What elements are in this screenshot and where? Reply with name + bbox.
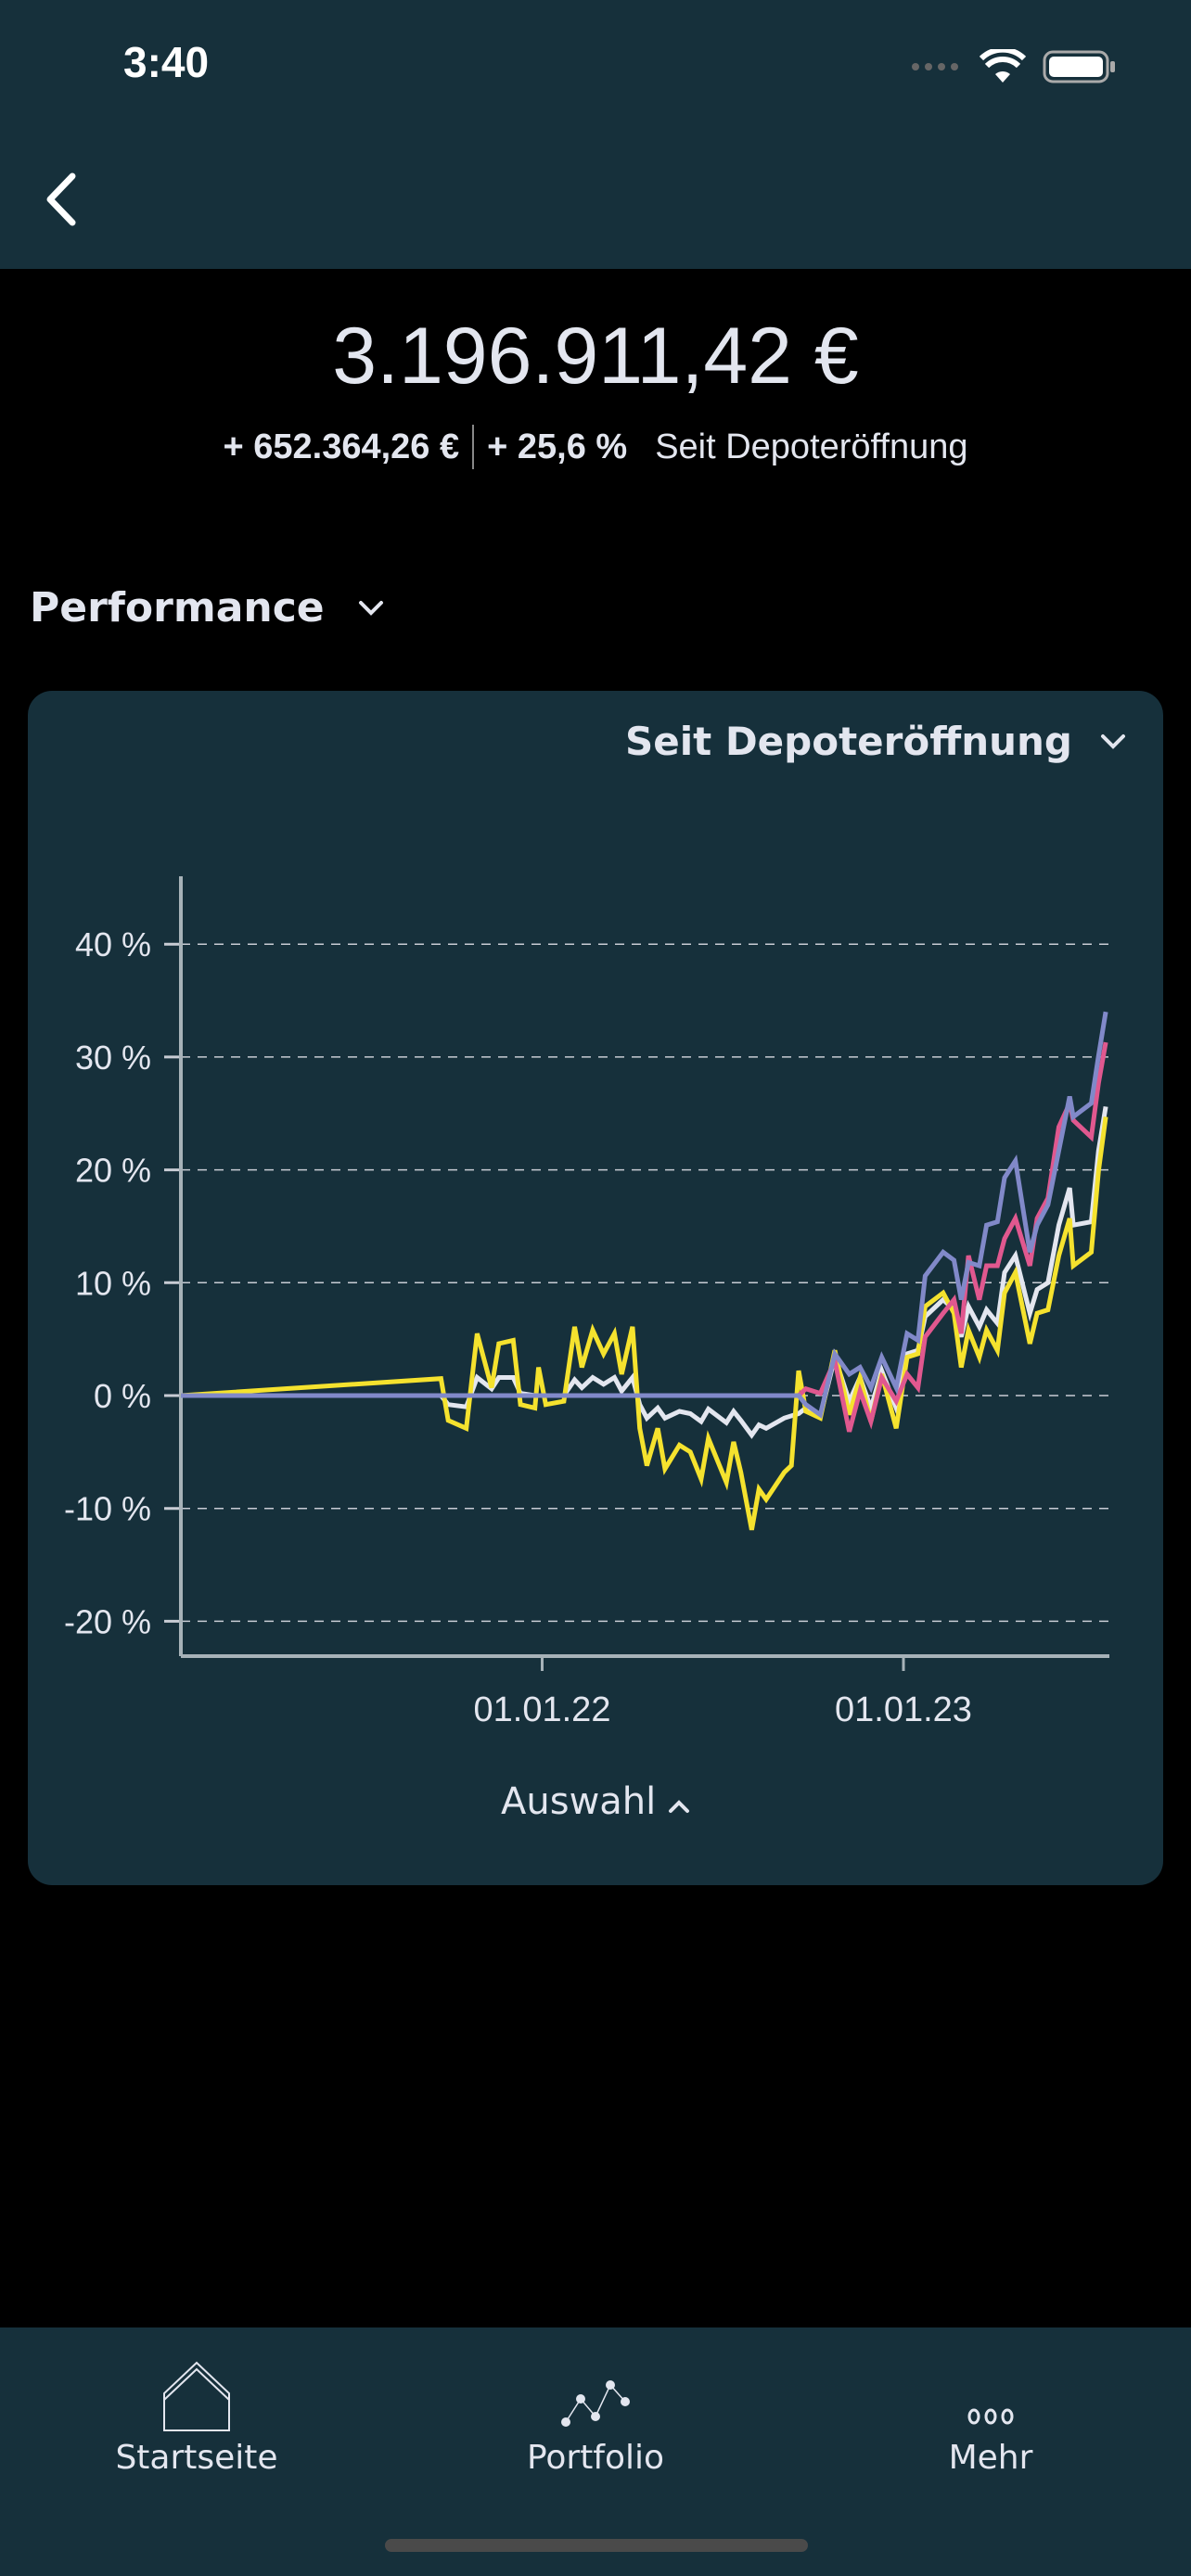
y-tick-label: 10 % [75,1264,151,1302]
tab-label: Startseite [115,2439,278,2477]
chevron-up-icon [668,1800,689,1813]
series-line-blue [181,1011,1108,1419]
status-time: 3:40 [123,38,210,86]
home-icon [163,2361,230,2431]
chevron-down-icon [358,600,383,616]
tab-startseite[interactable]: Startseite [58,2357,336,2477]
tab-mehr[interactable]: Mehr [852,2357,1130,2477]
change-period: Seit Depoteröffnung [655,427,968,466]
chevron-down-icon [1101,733,1125,749]
y-tick-label: 0 % [94,1377,151,1415]
top-bar: 3:40 [0,0,1191,269]
back-chevron-icon[interactable] [37,167,93,232]
change-percent: + 25,6 % [487,427,628,466]
home-indicator[interactable] [385,2539,808,2552]
battery-icon [1043,50,1115,83]
range-label: Seit Depoteröffnung [624,719,1072,764]
y-tick-label: -10 % [64,1490,151,1528]
y-tick-label: 30 % [75,1039,151,1077]
performance-dropdown[interactable]: Performance [30,584,384,631]
series-line-pink [181,1041,1108,1433]
more-icon [967,2408,1014,2425]
signal-icon [912,63,958,70]
portfolio-total-value: 3.196.911,42 € [332,312,859,401]
y-tick-label: 20 % [75,1152,151,1190]
y-tick-label: 40 % [75,925,151,963]
change-absolute: + 652.364,26 € [223,427,460,466]
range-dropdown[interactable]: Seit Depoteröffnung [625,719,1126,764]
performance-chart[interactable]: 40 % 30 % 20 % 10 % 0 % -10 % -20 % 01.01.22 01.… [0,835,1191,1762]
selection-label: Auswahl [501,1780,657,1823]
section-title: Performance [30,584,325,631]
divider [472,425,475,469]
x-tick-label: 01.01.22 [474,1690,611,1729]
chart-icon [561,2380,630,2427]
bottom-tab-bar: Startseite Portfolio Mehr [0,2327,1191,2576]
tab-label: Mehr [948,2439,1033,2477]
performance-summary: + 652.364,26 € + 25,6 % Seit Depoteröffn… [0,425,1191,469]
performance-card: Seit Depoteröffnung [28,691,1163,1885]
y-tick-label: -20 % [64,1602,151,1640]
tab-portfolio[interactable]: Portfolio [456,2357,735,2477]
wifi-icon [980,49,1026,83]
x-tick-label: 01.01.23 [835,1690,972,1729]
status-icons [911,48,1117,85]
tab-label: Portfolio [526,2439,665,2477]
series-line-yellow [180,1116,1108,1531]
selection-toggle[interactable]: Auswahl [0,1780,1191,1823]
